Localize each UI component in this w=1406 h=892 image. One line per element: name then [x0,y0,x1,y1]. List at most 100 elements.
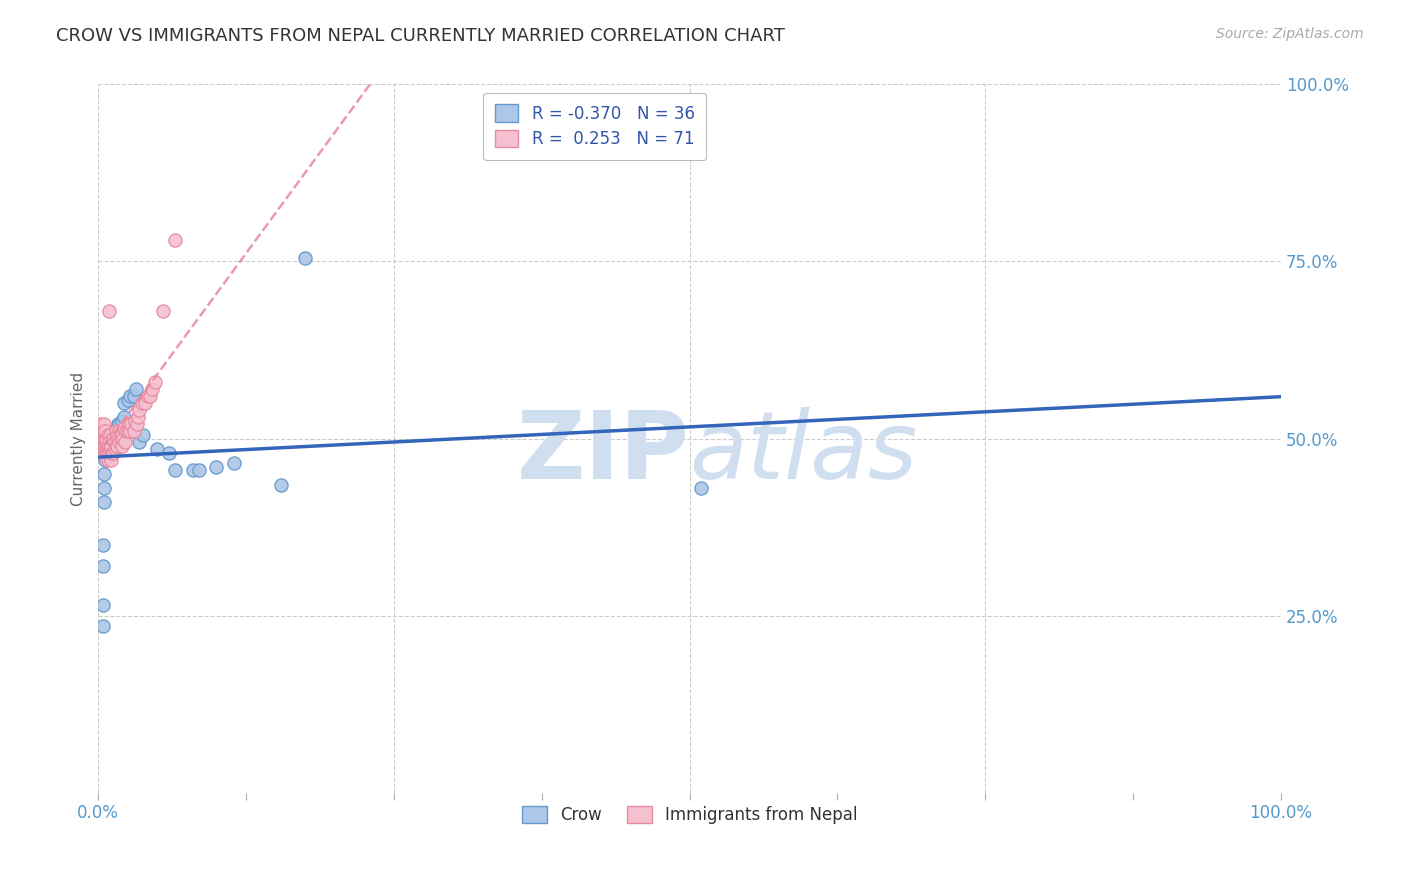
Point [128,435,150,450]
Point [122,425,145,439]
Point [89,432,111,446]
Point [108,417,131,432]
Point [181,463,204,477]
Point [93,425,115,439]
Point [89,425,111,439]
Point [105,428,128,442]
Point [104,425,127,439]
Point [125,417,148,432]
Point [118,389,141,403]
Point [118,417,141,432]
Point [157,446,180,460]
Point [139,389,162,403]
Point [111,432,134,446]
Point [97,304,120,318]
Point [117,392,139,407]
Point [93,439,115,453]
Point [112,410,135,425]
Point [96,442,118,457]
Point [136,389,159,403]
Point [110,432,132,446]
Point [101,425,124,439]
Point [91,442,114,457]
Point [134,396,156,410]
Point [91,435,114,450]
Point [115,425,138,439]
Point [101,446,124,460]
Point [93,495,115,509]
Point [187,463,209,477]
Point [141,382,163,396]
Point [152,304,174,318]
Point [98,439,121,453]
Point [90,425,112,439]
Point [101,432,124,446]
Point [93,446,115,460]
Point [120,417,142,432]
Point [89,435,111,450]
Point [103,425,125,439]
Point [103,432,125,446]
Point [89,428,111,442]
Point [90,432,112,446]
Point [105,439,128,453]
Point [163,463,186,477]
Point [96,432,118,446]
Y-axis label: Currently Married: Currently Married [72,371,86,506]
Point [98,439,121,453]
Point [96,428,118,442]
Point [111,414,134,428]
Point [104,439,127,453]
Point [94,439,117,453]
Point [89,425,111,439]
Point [118,425,141,439]
Point [100,439,122,453]
Point [94,449,117,463]
Point [124,414,146,428]
Point [143,375,166,389]
Point [122,389,145,403]
Point [98,449,121,463]
Point [690,481,713,495]
Point [128,403,150,417]
Point [114,435,136,450]
Point [104,442,127,457]
Point [108,435,131,450]
Point [93,481,115,495]
Point [104,425,127,439]
Point [94,432,117,446]
Point [108,425,131,439]
Point [91,598,114,612]
Point [100,452,122,467]
Text: atlas: atlas [689,408,918,499]
Point [111,439,134,453]
Point [294,251,316,265]
Point [105,421,128,435]
Point [97,446,120,460]
Point [107,417,129,432]
Point [131,396,153,410]
Point [222,456,245,470]
Point [163,233,186,247]
Point [96,439,118,453]
Point [98,428,121,442]
Point [91,428,114,442]
Point [112,396,135,410]
Point [89,432,111,446]
Point [117,425,139,439]
Text: Source: ZipAtlas.com: Source: ZipAtlas.com [1216,27,1364,41]
Point [146,442,169,457]
Point [91,619,114,633]
Point [91,538,114,552]
Legend: Crow, Immigrants from Nepal: Crow, Immigrants from Nepal [512,796,868,834]
Point [111,428,134,442]
Point [127,410,149,425]
Point [93,417,115,432]
Point [125,382,148,396]
Point [90,439,112,453]
Point [270,477,292,491]
Point [112,421,135,435]
Point [103,446,125,460]
Point [96,452,118,467]
Point [97,432,120,446]
